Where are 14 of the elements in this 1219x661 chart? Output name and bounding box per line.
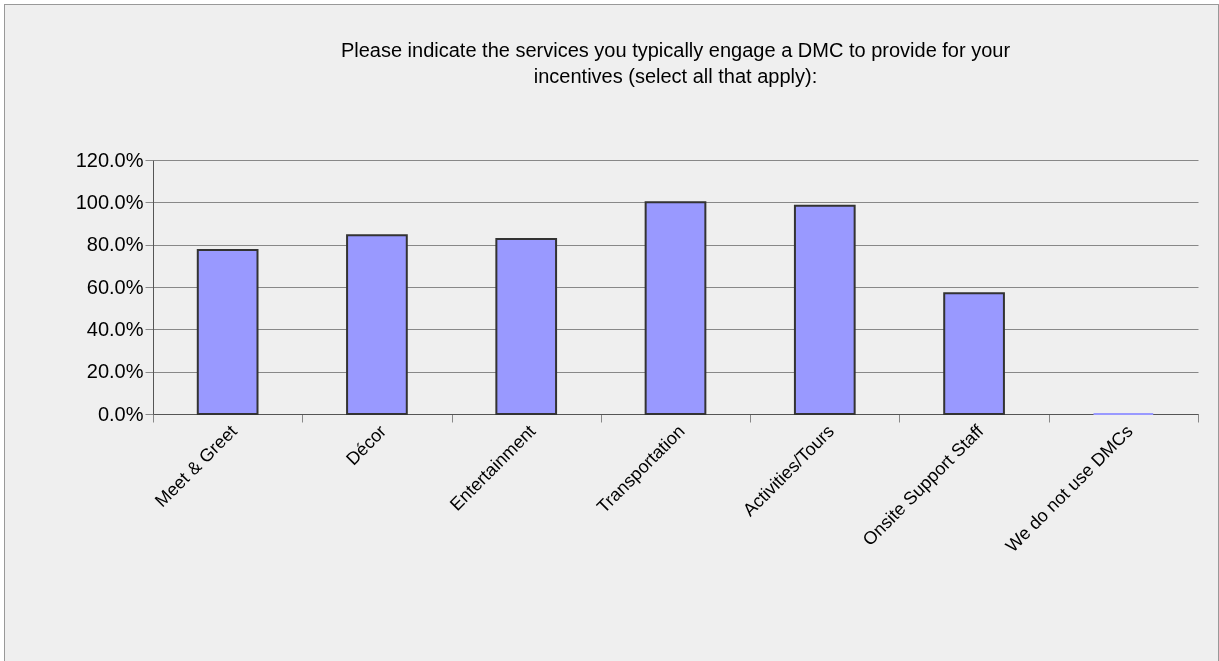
y-tick-label: 20.0%: [86, 360, 144, 383]
bar: [495, 237, 558, 415]
bar: [943, 292, 1005, 415]
bar: [644, 201, 707, 415]
y-tick-label: 100.0%: [75, 190, 144, 213]
y-tick-label: 120.0%: [75, 148, 144, 171]
chart-title: Please indicate the services you typically engage a DMC to provide for your incentives (select all that apply):: [340, 39, 1011, 87]
y-tick-label: 40.0%: [86, 317, 144, 340]
y-tick-label: 80.0%: [86, 233, 144, 256]
y-tick-label: 0.0%: [97, 402, 144, 425]
bar: [196, 248, 259, 415]
y-tick-label: 60.0%: [86, 275, 144, 298]
bar: [346, 234, 408, 415]
bar: [793, 204, 856, 415]
